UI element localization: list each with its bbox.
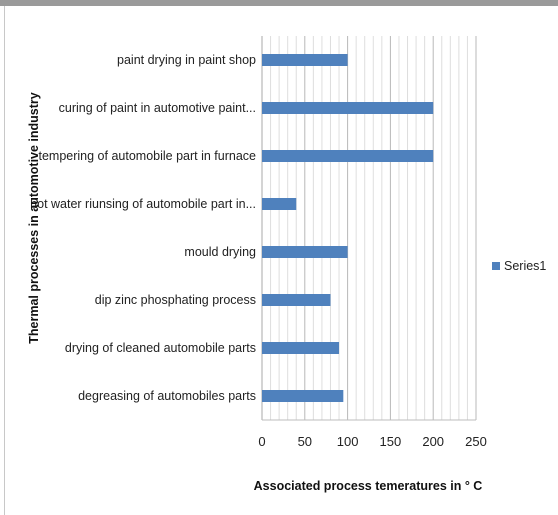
x-tick-label: 250 bbox=[465, 434, 487, 449]
x-tick-label: 0 bbox=[258, 434, 265, 449]
bar bbox=[262, 390, 344, 402]
bar bbox=[262, 54, 348, 66]
category-label: mould drying bbox=[184, 245, 256, 259]
category-label: paint drying in paint shop bbox=[117, 53, 256, 67]
x-tick-labels: 0 50 100 150 200 250 bbox=[258, 434, 486, 449]
bar bbox=[262, 342, 340, 354]
bar bbox=[262, 150, 434, 162]
x-tick-label: 200 bbox=[422, 434, 444, 449]
category-label: hot water riunsing of automobile part in… bbox=[30, 197, 256, 211]
category-label: tempering of automobile part in furnace bbox=[39, 149, 257, 163]
bar bbox=[262, 198, 297, 210]
x-tick-label: 50 bbox=[298, 434, 312, 449]
grid-layer bbox=[261, 36, 477, 421]
bar bbox=[262, 102, 434, 114]
x-tick-label: 150 bbox=[380, 434, 402, 449]
x-tick-label: 100 bbox=[337, 434, 359, 449]
category-label: drying of cleaned automobile parts bbox=[65, 341, 256, 355]
legend-swatch bbox=[492, 262, 500, 270]
category-labels: degreasing of automobiles parts drying of… bbox=[30, 53, 256, 403]
category-label: curing of paint in automotive paint... bbox=[59, 101, 256, 115]
legend-label: Series1 bbox=[504, 259, 546, 273]
bar-layer bbox=[262, 54, 434, 402]
left-border bbox=[4, 6, 5, 515]
category-label: dip zinc phosphating process bbox=[95, 293, 256, 307]
y-axis-title: Thermal processes in automotive industry bbox=[27, 92, 41, 344]
bar bbox=[262, 294, 331, 306]
x-axis-title: Associated process temeratures in ° C bbox=[254, 479, 483, 493]
bar bbox=[262, 246, 348, 258]
category-label: degreasing of automobiles parts bbox=[78, 389, 256, 403]
top-border bbox=[0, 0, 558, 6]
legend: Series1 bbox=[492, 259, 546, 273]
